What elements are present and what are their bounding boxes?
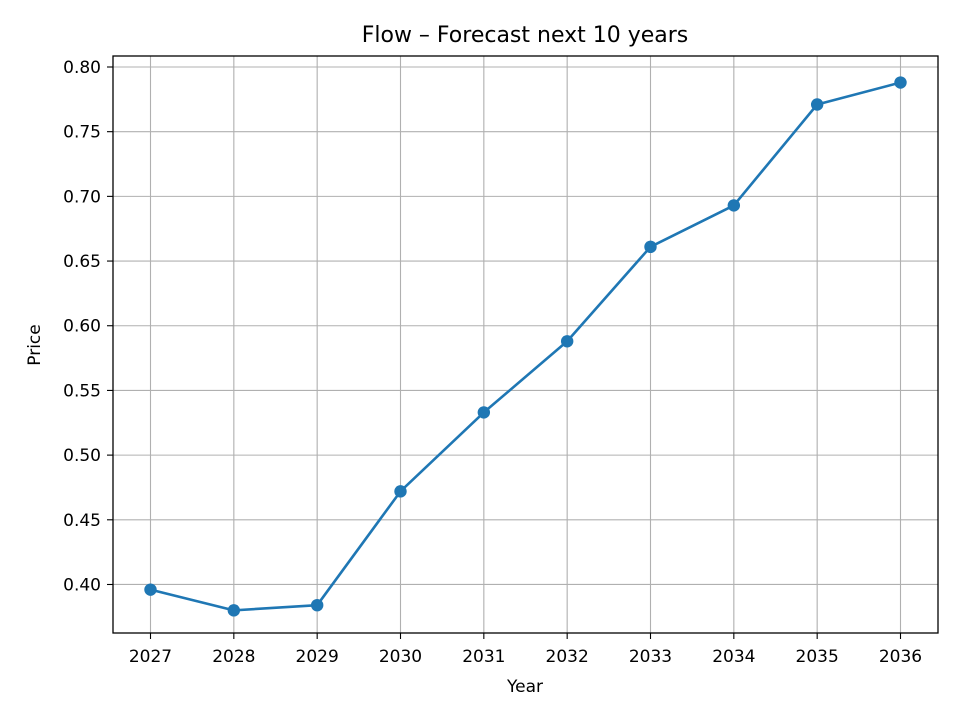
- data-point-2031: [477, 406, 491, 419]
- data-point-2032: [560, 335, 574, 348]
- y-tick-label: 0.70: [63, 187, 101, 207]
- y-tick-label: 0.40: [63, 575, 101, 595]
- data-point-2034: [727, 199, 741, 212]
- x-tick-label: 2031: [462, 647, 505, 667]
- x-tick-label: 2028: [212, 647, 255, 667]
- x-tick-label: 2030: [379, 647, 422, 667]
- y-gridlines: [113, 66, 938, 586]
- data-point-2030: [394, 485, 407, 498]
- y-axis-label: Price: [25, 324, 45, 365]
- x-tick-label: 2035: [796, 647, 839, 667]
- series-group: [144, 76, 907, 617]
- x-tick-label: 2034: [712, 647, 755, 667]
- x-tick-label: 2029: [296, 647, 339, 667]
- x-axis-ticks: 2027 2028 2029 2030 2031 2032 2033 2034 2035 2036: [129, 633, 922, 667]
- y-tick-label: 0.80: [63, 58, 101, 78]
- x-axis-label: Year: [506, 677, 543, 697]
- y-tick-label: 0.65: [63, 252, 101, 272]
- data-point-2036: [894, 76, 907, 89]
- y-tick-label: 0.55: [63, 381, 101, 401]
- y-axis-ticks: 0.40 0.45 0.50 0.55 0.60 0.65 0.70 0.75 0.80: [63, 58, 113, 595]
- y-tick-label: 0.45: [63, 511, 101, 531]
- data-point-2027: [144, 583, 157, 596]
- data-point-2028: [227, 604, 241, 617]
- y-tick-label: 0.60: [63, 317, 101, 337]
- x-tick-label: 2036: [879, 647, 922, 667]
- data-point-2035: [810, 98, 824, 111]
- y-tick-label: 0.50: [63, 446, 101, 466]
- series-line: [149, 81, 902, 612]
- y-tick-label: 0.75: [63, 123, 101, 143]
- plot-area: [113, 56, 938, 633]
- x-tick-label: 2032: [546, 647, 589, 667]
- data-point-2033: [644, 240, 657, 254]
- chart-title: Flow – Forecast next 10 years: [362, 23, 689, 48]
- data-point-2029: [310, 598, 324, 612]
- axes-frame: [112, 55, 939, 634]
- x-tick-label: 2033: [629, 647, 672, 667]
- x-tick-label: 2027: [129, 647, 172, 667]
